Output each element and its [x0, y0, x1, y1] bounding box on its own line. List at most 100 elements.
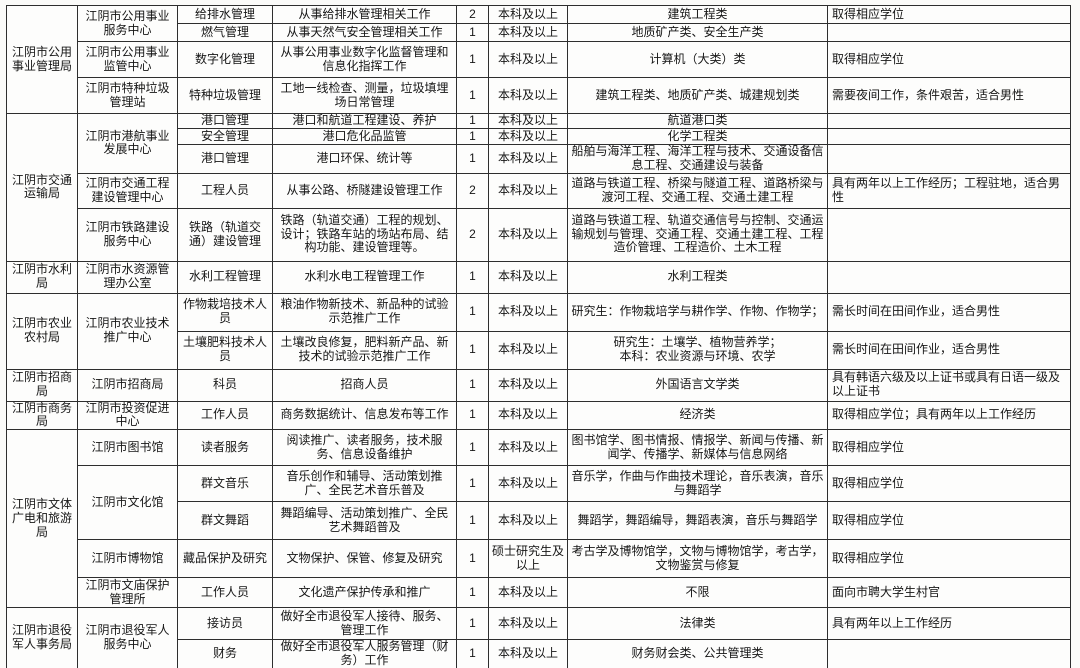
count-cell: 1 — [456, 23, 489, 42]
majors-cell: 经济类 — [567, 400, 828, 431]
education-cell: 本科及以上 — [488, 128, 568, 145]
duties-cell: 从事天然气安全管理相关工作 — [272, 23, 457, 42]
education-cell: 本科及以上 — [488, 330, 568, 370]
table-row: 江阴市博物馆 藏品保护及研究 文物保护、保管、修复及研究 1 硕士研究生及以上 考古学及博… — [7, 539, 1071, 579]
duties-cell: 文物保护、保管、修复及研究 — [272, 539, 457, 579]
unit-cell: 江阴市铁路建设服务中心 — [77, 207, 178, 262]
count-cell: 1 — [456, 577, 489, 609]
position-cell: 安全管理 — [177, 128, 273, 145]
unit-cell: 江阴市退役军人服务中心 — [77, 607, 178, 668]
duties-cell: 土壤改良修复，肥料新产品、新技术的试验示范推广工作 — [272, 330, 457, 370]
education-cell: 本科及以上 — [488, 368, 568, 402]
table-row: 财务 做好全市退役军人服务管理（财务）工作 1 本科及以上 财务财会类、公共管理类 — [7, 639, 1071, 668]
majors-cell: 舞蹈学，舞蹈编导，舞蹈表演，音乐与舞蹈学 — [567, 501, 828, 541]
other-cell: 面向市聘大学生村官 — [827, 577, 1071, 609]
duties-cell: 港口危化品监管 — [272, 128, 457, 145]
education-cell: 本科及以上 — [488, 292, 568, 332]
count-cell: 1 — [456, 501, 489, 541]
position-cell: 给排水管理 — [177, 5, 273, 24]
majors-cell: 道路与铁道工程、轨道交通信号与控制、交通运输规划与管理、交通工程、交通土建工程、… — [567, 207, 828, 262]
position-cell: 工作人员 — [177, 577, 273, 609]
position-cell: 读者服务 — [177, 429, 273, 467]
majors-cell: 计算机（大类）类 — [567, 41, 828, 78]
education-cell: 本科及以上 — [488, 607, 568, 641]
unit-cell: 江阴市文化馆 — [77, 465, 178, 541]
count-cell: 1 — [456, 465, 489, 503]
majors-cell: 船舶与海洋工程、海洋工程与技术、交通设备信息工程、交通建设与装备 — [567, 144, 828, 174]
position-cell: 工作人员 — [177, 400, 273, 431]
education-cell: 硕士研究生及以上 — [488, 539, 568, 579]
position-cell: 数字化管理 — [177, 41, 273, 78]
duties-cell: 铁路（轨道交通）工程的规划、设计；铁路车站的场站布局、结构功能、建设管理等。 — [272, 207, 457, 262]
bureau-cell: 江阴市文体广电和旅游局 — [6, 429, 78, 609]
other-cell — [827, 128, 1071, 145]
table-row: 江阴市特种垃圾管理站 特种垃圾管理 工地一线检查、测量，垃圾填埋场日常管理 1 本科及以… — [7, 77, 1071, 114]
bureau-cell: 江阴市商务局 — [6, 400, 78, 431]
count-cell: 2 — [456, 172, 489, 209]
unit-cell: 江阴市博物馆 — [77, 539, 178, 579]
education-cell: 本科及以上 — [488, 465, 568, 503]
position-cell: 港口管理 — [177, 113, 273, 129]
majors-cell: 研究生：作物栽培学与耕作学、作物、作物学； — [567, 292, 828, 332]
position-cell: 水利工程管理 — [177, 260, 273, 294]
other-cell: 取得相应学位 — [827, 539, 1071, 579]
count-cell: 1 — [456, 607, 489, 641]
table-row: 群文舞蹈 舞蹈编导、活动策划推广、全民艺术舞蹈普及 1 本科及以上 舞蹈学，舞蹈编导，舞… — [7, 501, 1071, 541]
other-cell — [827, 207, 1071, 262]
majors-cell: 法律类 — [567, 607, 828, 641]
count-cell: 1 — [456, 292, 489, 332]
other-cell — [827, 113, 1071, 129]
majors-cell: 外国语言文学类 — [567, 368, 828, 402]
position-cell: 作物栽培技术人员 — [177, 292, 273, 332]
unit-cell: 江阴市公用事业服务中心 — [77, 5, 178, 42]
other-cell: 需要夜间工作，条件艰苦，适合男性 — [827, 77, 1071, 114]
count-cell: 1 — [456, 41, 489, 78]
table-row: 江阴市交通工程建设管理中心 工程人员 从事公路、桥隧建设管理工作 2 本科及以上 道路与铁… — [7, 172, 1071, 209]
majors-cell: 考古学及博物馆学，文物与博物馆学，考古学，文物鉴赏与修复 — [567, 539, 828, 579]
education-cell: 本科及以上 — [488, 41, 568, 78]
bureau-cell: 江阴市交通运输局 — [6, 113, 78, 262]
duties-cell: 粮油作物新技术、新品种的试验示范推广工作 — [272, 292, 457, 332]
count-cell: 1 — [456, 144, 489, 174]
count-cell: 1 — [456, 639, 489, 668]
other-cell: 取得相应学位 — [827, 501, 1071, 541]
majors-cell: 水利工程类 — [567, 260, 828, 294]
bureau-cell: 江阴市水利局 — [6, 260, 78, 294]
majors-cell: 航道港口类 — [567, 113, 828, 129]
education-cell: 本科及以上 — [488, 5, 568, 24]
education-cell: 本科及以上 — [488, 429, 568, 467]
duties-cell: 文化遗产保护传承和推广 — [272, 577, 457, 609]
other-cell: 取得相应学位 — [827, 5, 1071, 24]
count-cell: 2 — [456, 207, 489, 262]
other-cell: 具有两年以上工作经历 — [827, 607, 1071, 641]
duties-cell: 港口环保、统计等 — [272, 144, 457, 174]
other-cell — [827, 639, 1071, 668]
majors-cell: 图书馆学、图书情报、情报学、新闻与传播、新闻学、传播学、新媒体与信息网络 — [567, 429, 828, 467]
duties-cell: 从事给排水管理相关工作 — [272, 5, 457, 24]
table-row: 江阴市农业农村局 江阴市农业技术推广中心 作物栽培技术人员 粮油作物新技术、新品种的试… — [6, 292, 1071, 370]
table-row: 江阴市商务局 江阴市投资促进中心 工作人员 商务数据统计、信息发布等工作 1 本科及以上经… — [6, 400, 1071, 431]
unit-cell: 江阴市公用事业监管中心 — [77, 41, 178, 78]
duties-cell: 工地一线检查、测量，垃圾填埋场日常管理 — [272, 77, 457, 114]
position-cell: 特种垃圾管理 — [177, 77, 273, 114]
majors-cell: 不限 — [567, 577, 828, 609]
unit-cell: 江阴市港航事业发展中心 — [77, 113, 178, 174]
position-cell: 科员 — [177, 368, 273, 402]
table-row: 江阴市公用事业监管中心 数字化管理 从事公用事业数字化监督管理和信息化指挥工作 1 本科… — [7, 41, 1071, 78]
unit-cell: 江阴市水资源管理办公室 — [77, 260, 178, 294]
table-row: 江阴市退役军人事务局 江阴市退役军人服务中心 接访员 做好全市退役军人接待、服务、管理… — [6, 607, 1071, 668]
duties-cell: 舞蹈编导、活动策划推广、全民艺术舞蹈普及 — [272, 501, 457, 541]
education-cell: 本科及以上 — [488, 577, 568, 609]
unit-cell: 江阴市招商局 — [77, 368, 178, 402]
other-cell: 具有两年以上工作经历；工程驻地，适合男性 — [827, 172, 1071, 209]
majors-cell: 地质矿产类、安全生产类 — [567, 23, 828, 42]
position-cell: 港口管理 — [177, 144, 273, 174]
count-cell: 1 — [456, 77, 489, 114]
bureau-cell: 江阴市公用事业管理局 — [6, 5, 78, 114]
duties-cell: 水利水电工程管理工作 — [272, 260, 457, 294]
other-cell — [827, 23, 1071, 42]
table-row: 江阴市公用事业管理局 江阴市公用事业服务中心 给排水管理 从事给排水管理相关工作 2 本科… — [6, 5, 1071, 114]
count-cell: 1 — [456, 400, 489, 431]
education-cell: 本科及以上 — [488, 260, 568, 294]
